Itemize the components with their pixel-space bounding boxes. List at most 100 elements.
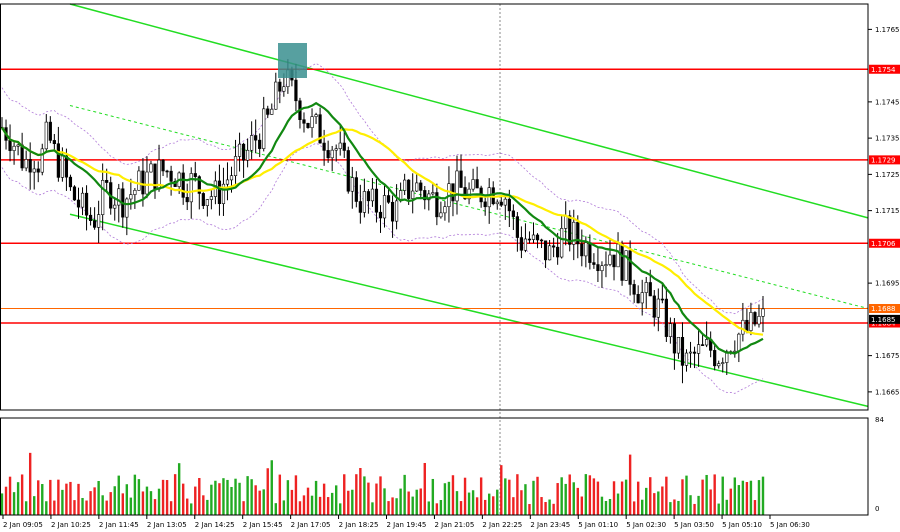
candle-body [149, 163, 153, 173]
volume-bar [488, 493, 491, 515]
candle-body [237, 143, 242, 157]
candle-body [531, 234, 536, 240]
volume-bar [624, 479, 628, 515]
candle-body [403, 179, 407, 191]
volume-bar [294, 475, 298, 515]
volume-bar [101, 495, 104, 515]
volume-bar [757, 480, 761, 515]
candle-body [745, 319, 749, 331]
candle-body [572, 221, 576, 245]
volume-bar [81, 497, 84, 515]
time-tick-label: 2 Jan 23:45 [530, 521, 570, 529]
candle-body [737, 333, 741, 352]
candle-body [463, 187, 467, 200]
volume-bar [677, 500, 680, 515]
candle-body [515, 216, 519, 238]
time-tick-label: 2 Jan 14:25 [195, 521, 235, 529]
candle-body [205, 199, 209, 206]
volume-bar [512, 497, 515, 515]
volume-bar [431, 478, 435, 515]
volume-bar [198, 478, 201, 515]
candle-body [604, 264, 608, 266]
current-price-label: 1.1685 [871, 316, 896, 324]
candle-body [310, 116, 314, 128]
volume-bar [322, 483, 326, 515]
channel-upper-line [69, 3, 869, 219]
volume-bar [149, 491, 153, 515]
volume-bar [177, 463, 181, 515]
volume-bar [290, 489, 294, 515]
volume-bar [653, 493, 656, 515]
volume-bar [560, 477, 563, 515]
moving-averages [1, 101, 764, 355]
volume-bar [733, 477, 737, 515]
volume-bar [520, 490, 523, 515]
candle-body [294, 79, 298, 102]
volume-bar [69, 481, 72, 515]
time-tick-label: 5 Jan 03:50 [674, 521, 714, 529]
volume-bar [661, 486, 664, 515]
candle-body [36, 168, 40, 173]
envelope-bands [1, 62, 764, 394]
volume-bar [77, 483, 80, 515]
candle-body [741, 319, 745, 335]
candle-body [342, 142, 346, 151]
candle-body [616, 243, 620, 268]
price-tick-label: 1.1665 [875, 388, 900, 396]
volume-bar [141, 491, 145, 515]
volume-bar [641, 499, 644, 515]
candle-body [692, 351, 697, 354]
volume-bar [745, 482, 749, 515]
volume-bar [8, 476, 12, 515]
signal-marker [278, 43, 307, 78]
candle-body [415, 182, 419, 192]
volume-bar [105, 500, 108, 515]
volume-bar [483, 499, 487, 515]
volume-bar [383, 488, 386, 515]
candle-body [628, 250, 632, 285]
candlesticks [0, 59, 765, 384]
volume-bar [250, 479, 253, 515]
chart-frame [0, 3, 869, 516]
candle-body [326, 150, 330, 159]
candle-body [721, 362, 725, 364]
volume-bar [504, 478, 507, 515]
candle-body [8, 140, 12, 151]
candle-body [181, 172, 185, 198]
price-tick-label: 1.1725 [875, 171, 900, 179]
volume-bar [685, 475, 688, 515]
volume-bar [37, 480, 40, 515]
channel-lower-line [69, 213, 869, 408]
volume-bar [620, 481, 624, 515]
volume-bar [254, 485, 257, 515]
volume-bar [306, 487, 310, 515]
candle-body [197, 176, 201, 194]
volume-bar [16, 482, 20, 515]
candle-body [523, 238, 528, 251]
candle-body [354, 177, 358, 202]
volume-bar [459, 501, 463, 515]
candle-body [366, 191, 371, 202]
volume-bar [45, 501, 48, 515]
candle-body [161, 159, 165, 172]
time-tick-label: 5 Jan 02:30 [626, 521, 666, 529]
time-tick-label: 2 Jan 22:25 [482, 521, 522, 529]
volume-bar [439, 499, 443, 515]
volume-bar [612, 481, 616, 515]
candle-body [334, 148, 338, 151]
volume-bar [544, 502, 547, 515]
volume-bar [298, 501, 302, 515]
candle-body [346, 150, 350, 192]
volume-bar [681, 479, 684, 515]
candle-body [511, 210, 515, 217]
volume-bar [226, 479, 229, 515]
candle-body [185, 197, 189, 203]
candle-body [543, 240, 548, 261]
horizontal-levels [0, 68, 868, 324]
volume-bar [697, 495, 700, 515]
volume-bar [717, 503, 720, 515]
fast-moving-average [1, 101, 764, 355]
candle-body [350, 177, 354, 192]
candle-body [608, 254, 612, 265]
volume-bar [262, 489, 265, 515]
